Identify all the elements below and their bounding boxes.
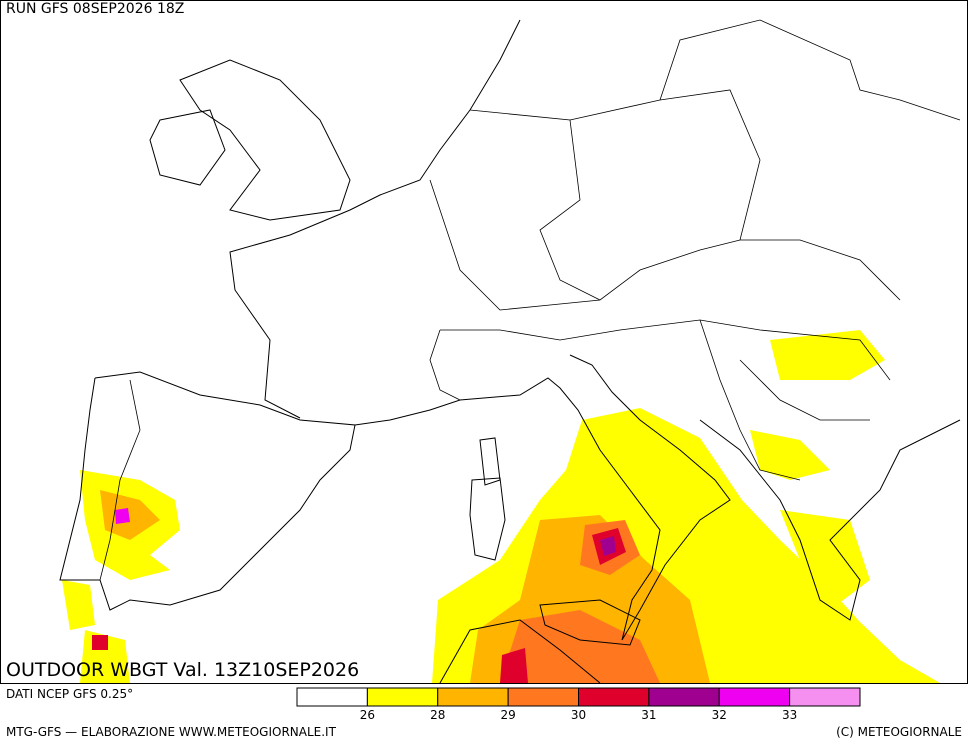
- legend-label: 28: [430, 708, 445, 722]
- wbgt-area: [500, 648, 528, 683]
- coastlines: [59, 19, 961, 684]
- legend-swatch: [578, 687, 650, 707]
- wbgt-area: [770, 330, 885, 380]
- border: [699, 319, 801, 481]
- border: [569, 89, 761, 241]
- border: [469, 109, 601, 301]
- wbgt-area: [100, 490, 160, 540]
- coastline: [149, 109, 226, 186]
- border: [440, 319, 891, 381]
- legend-swatch: [789, 687, 861, 707]
- legend-swatch: [507, 687, 579, 707]
- border: [429, 329, 461, 401]
- coastline: [699, 419, 961, 621]
- coastline: [354, 354, 731, 641]
- legend-label: 31: [641, 708, 656, 722]
- legend-swatch: [718, 687, 791, 707]
- footer-right: (C) METEOGIORNALE: [836, 725, 962, 739]
- legend-label: 33: [782, 708, 797, 722]
- wbgt-area: [750, 430, 830, 480]
- border: [739, 359, 870, 421]
- legend-swatch: [366, 687, 439, 707]
- wbgt-area: [600, 536, 616, 556]
- wbgt-area: [500, 610, 660, 683]
- legend-swatch: [296, 687, 368, 707]
- wbgt-area: [780, 510, 870, 610]
- coastline: [479, 437, 501, 486]
- coastline: [439, 619, 601, 684]
- wbgt-area: [92, 635, 108, 650]
- wbgt-area: [62, 580, 95, 630]
- legend-swatch: [648, 687, 720, 707]
- run-label: RUN GFS 08SEP2026 18Z: [6, 1, 184, 17]
- source-label: DATI NCEP GFS 0.25°: [6, 687, 133, 701]
- wbgt-fields: [62, 330, 940, 683]
- wbgt-area: [115, 508, 130, 524]
- legend-label: 29: [500, 708, 515, 722]
- borders: [99, 19, 961, 581]
- legend-label: 32: [712, 708, 727, 722]
- footer-left: MTG-GFS — ELABORAZIONE WWW.METEOGIORNALE…: [6, 725, 337, 739]
- legend-label: 30: [571, 708, 586, 722]
- legend-label: 26: [360, 708, 375, 722]
- border: [429, 179, 901, 311]
- map-title: OUTDOOR WBGT Val. 13Z10SEP2026: [6, 659, 359, 681]
- border: [659, 19, 961, 121]
- legend-swatch: [437, 687, 509, 707]
- border: [99, 379, 141, 581]
- legend: 26 28 29 30 31 32 33: [296, 687, 861, 722]
- coastline: [59, 371, 356, 611]
- coastline: [539, 599, 641, 646]
- coastline: [179, 59, 351, 221]
